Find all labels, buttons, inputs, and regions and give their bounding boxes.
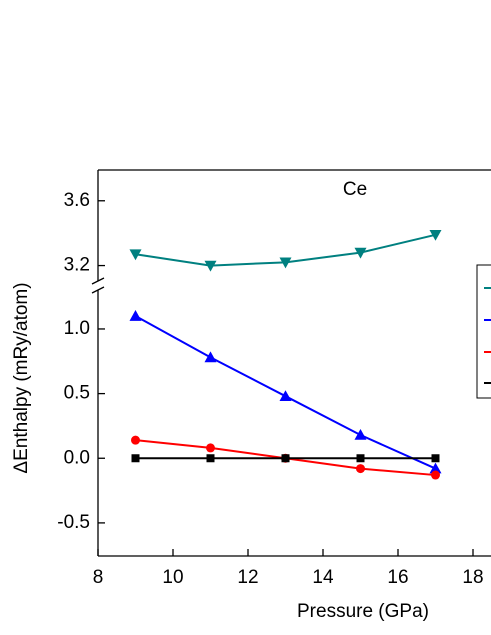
marker bbox=[204, 260, 217, 272]
marker bbox=[431, 470, 440, 480]
x-tick-label: 14 bbox=[312, 567, 334, 588]
marker bbox=[429, 462, 442, 474]
marker bbox=[131, 435, 140, 445]
chart-title: Ce bbox=[343, 179, 367, 200]
marker bbox=[206, 454, 215, 463]
marker bbox=[281, 454, 290, 463]
x-axis-label: Pressure (GPa) bbox=[297, 601, 429, 622]
x-tick-label: 16 bbox=[387, 567, 408, 588]
marker bbox=[356, 454, 365, 463]
axis-break bbox=[91, 277, 105, 285]
legend-box bbox=[476, 264, 491, 399]
marker bbox=[204, 351, 217, 363]
x-tick-label: 10 bbox=[162, 567, 183, 588]
marker bbox=[356, 464, 365, 474]
marker bbox=[354, 428, 367, 440]
marker bbox=[279, 390, 292, 401]
marker bbox=[206, 443, 215, 453]
axis-break bbox=[91, 286, 105, 294]
legend bbox=[476, 264, 491, 399]
marker bbox=[429, 229, 442, 241]
marker bbox=[129, 249, 142, 261]
y-axis-label: ΔEnthalpy (mRy/atom) bbox=[11, 282, 32, 473]
marker bbox=[129, 310, 142, 321]
y-tick-label: 0.0 bbox=[64, 447, 90, 468]
marker bbox=[279, 257, 292, 269]
y-tick-label: 3.2 bbox=[64, 255, 90, 276]
marker bbox=[354, 247, 367, 259]
marker bbox=[431, 454, 440, 463]
x-tick-label: 8 bbox=[93, 567, 104, 588]
marker bbox=[131, 454, 140, 463]
x-tick-label: 12 bbox=[237, 567, 258, 588]
y-tick-label: -0.5 bbox=[57, 512, 90, 533]
x-tick-label: 18 bbox=[462, 567, 483, 588]
y-tick-label: 3.6 bbox=[64, 190, 90, 211]
y-tick-label: 0.5 bbox=[64, 383, 90, 404]
y-tick-label: 1.0 bbox=[64, 318, 90, 339]
